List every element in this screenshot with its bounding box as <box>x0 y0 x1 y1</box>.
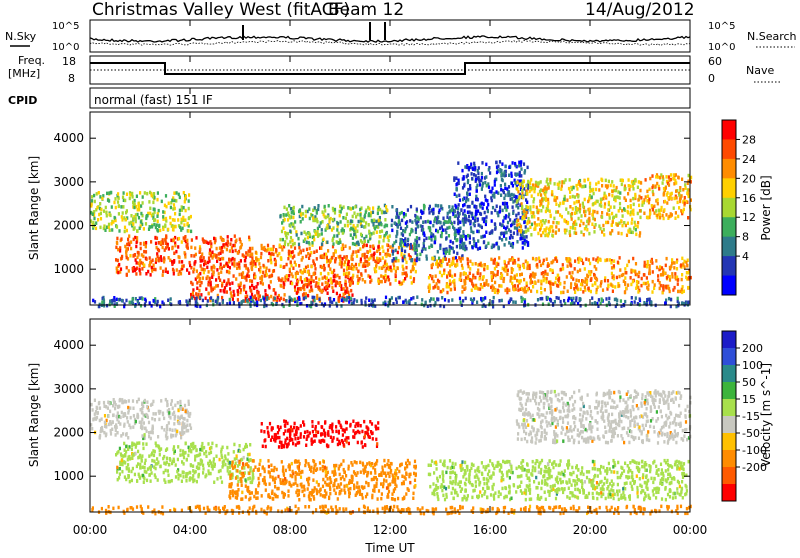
power-cbar-swatch-4 <box>722 198 736 218</box>
velocity-ytick-label-0: 1000 <box>53 469 84 483</box>
velocity-ylabel: Slant Range [km] <box>27 363 41 467</box>
power-region-9 <box>640 173 692 220</box>
power-cbar-swatch-0 <box>722 120 736 140</box>
velocity-cbar-swatch-7 <box>722 450 736 468</box>
x-tick-label-3: 12:00 <box>373 523 408 537</box>
velocity-cbar-tick-3: 15 <box>742 393 756 406</box>
nsearch-tick-bottom: 10^0 <box>708 42 735 53</box>
velocity-cbar-swatch-4 <box>722 399 736 417</box>
velocity-region-2 <box>228 459 417 502</box>
x-axis-label: Time UT <box>364 541 415 554</box>
velocity-cbar-swatch-9 <box>722 484 736 502</box>
power-cbar-swatch-5 <box>722 217 736 237</box>
velocity-panel: 1000 2000 3000 4000 Slant Range [km] <box>27 319 692 516</box>
power-cbar-swatch-6 <box>722 237 736 257</box>
power-ytick-label-3: 4000 <box>53 131 84 145</box>
velocity-cbar-swatch-2 <box>722 365 736 383</box>
x-tick-label-0: 00:00 <box>73 523 108 537</box>
power-cbar-tick-5: 8 <box>742 231 749 244</box>
frequency-line <box>90 63 690 74</box>
beam-label: Beam 12 <box>328 0 404 20</box>
power-cbar-swatch-7 <box>722 256 736 276</box>
power-cbar-swatch-2 <box>722 159 736 179</box>
nsearch-tick-top: 10^5 <box>708 21 735 32</box>
date-label: 14/Aug/2012 <box>585 0 695 20</box>
velocity-region-4 <box>428 459 690 502</box>
freq-tick-18: 18 <box>62 55 76 68</box>
power-cbar-swatch-1 <box>722 139 736 159</box>
velocity-cbar-swatch-5 <box>722 416 736 434</box>
power-region-10 <box>92 295 689 308</box>
power-region-8 <box>516 178 643 238</box>
velocity-cbar-swatch-8 <box>722 467 736 485</box>
velocity-cbar-swatch-1 <box>722 348 736 366</box>
x-tick-label-5: 20:00 <box>573 523 608 537</box>
power-ytick-label-2: 3000 <box>53 175 84 189</box>
power-region-0 <box>90 191 192 234</box>
noise-line <box>90 36 690 42</box>
nave-tick-0: 0 <box>708 72 715 85</box>
power-cbar-tick-4: 12 <box>742 211 756 224</box>
freq-tick-8: 8 <box>68 72 75 85</box>
velocity-cbar-swatch-0 <box>722 331 736 349</box>
freq-unit-label: [MHz] <box>8 67 40 80</box>
power-cbar-tick-1: 24 <box>742 153 756 166</box>
power-cbar-tick-0: 28 <box>742 133 756 146</box>
power-cbar-swatch-8 <box>722 276 736 296</box>
velocity-cbar-tick-2: 50 <box>742 376 756 389</box>
power-cbar-swatch-3 <box>722 178 736 198</box>
x-tick-label-1: 04:00 <box>173 523 208 537</box>
power-colorbar: 28 24 20 16 12 8 4 <box>722 120 756 296</box>
power-cbar-tick-3: 16 <box>742 192 756 205</box>
velocity-cbar-tick-5: -50 <box>742 427 760 440</box>
x-tick-label-6: 00:00 <box>673 523 708 537</box>
velocity-region-0 <box>90 398 192 441</box>
velocity-cbar-label: Velocity [m s^-1] <box>759 363 773 467</box>
nsky-tick-top: 10^5 <box>52 21 79 32</box>
nave-label: Nave <box>746 64 774 77</box>
plot-title: Christmas Valley West (fitACF) <box>92 0 350 20</box>
velocity-region-6 <box>91 505 692 516</box>
nsky-label: N.Sky <box>5 30 37 43</box>
velocity-ytick-label-2: 3000 <box>53 382 84 396</box>
power-region-6 <box>428 256 692 294</box>
power-ylabel: Slant Range [km] <box>27 156 41 260</box>
nsky-tick-bottom: 10^0 <box>52 42 79 53</box>
nsearch-label: N.Search <box>747 30 797 43</box>
velocity-ytick-label-1: 2000 <box>53 426 84 440</box>
velocity-cbar-tick-0: 200 <box>742 342 763 355</box>
power-ytick-label-0: 1000 <box>53 262 84 276</box>
velocity-region-5 <box>516 389 692 445</box>
power-region-1 <box>115 234 254 277</box>
power-cbar-tick-2: 20 <box>742 172 756 185</box>
velocity-ytick-label-3: 4000 <box>53 338 84 352</box>
x-tick-label-2: 08:00 <box>273 523 308 537</box>
nave-tick-60: 60 <box>708 55 722 68</box>
noise-panel: N.Sky 10^5 10^0 10^5 10^0 N.Search <box>5 20 797 53</box>
power-ytick-label-1: 2000 <box>53 219 84 233</box>
cpid-panel: CPID normal (fast) 151 IF <box>8 88 690 108</box>
frequency-panel: Freq. [MHz] 18 8 60 0 Nave <box>8 54 780 85</box>
power-cbar-tick-6: 4 <box>742 250 749 263</box>
power-panel: 1000 2000 3000 4000 Slant Range [km] <box>27 112 692 309</box>
velocity-cbar-swatch-6 <box>722 433 736 451</box>
cpid-label: CPID <box>8 94 37 107</box>
velocity-cbar-tick-4: -15 <box>742 410 760 423</box>
power-region-4 <box>279 204 391 247</box>
x-tick-label-4: 16:00 <box>473 523 508 537</box>
velocity-cbar-swatch-3 <box>722 382 736 400</box>
freq-label: Freq. <box>18 54 45 67</box>
power-cbar-label: Power [dB] <box>759 175 773 240</box>
velocity-region-3 <box>260 419 379 449</box>
cpid-value: normal (fast) 151 IF <box>94 93 213 107</box>
